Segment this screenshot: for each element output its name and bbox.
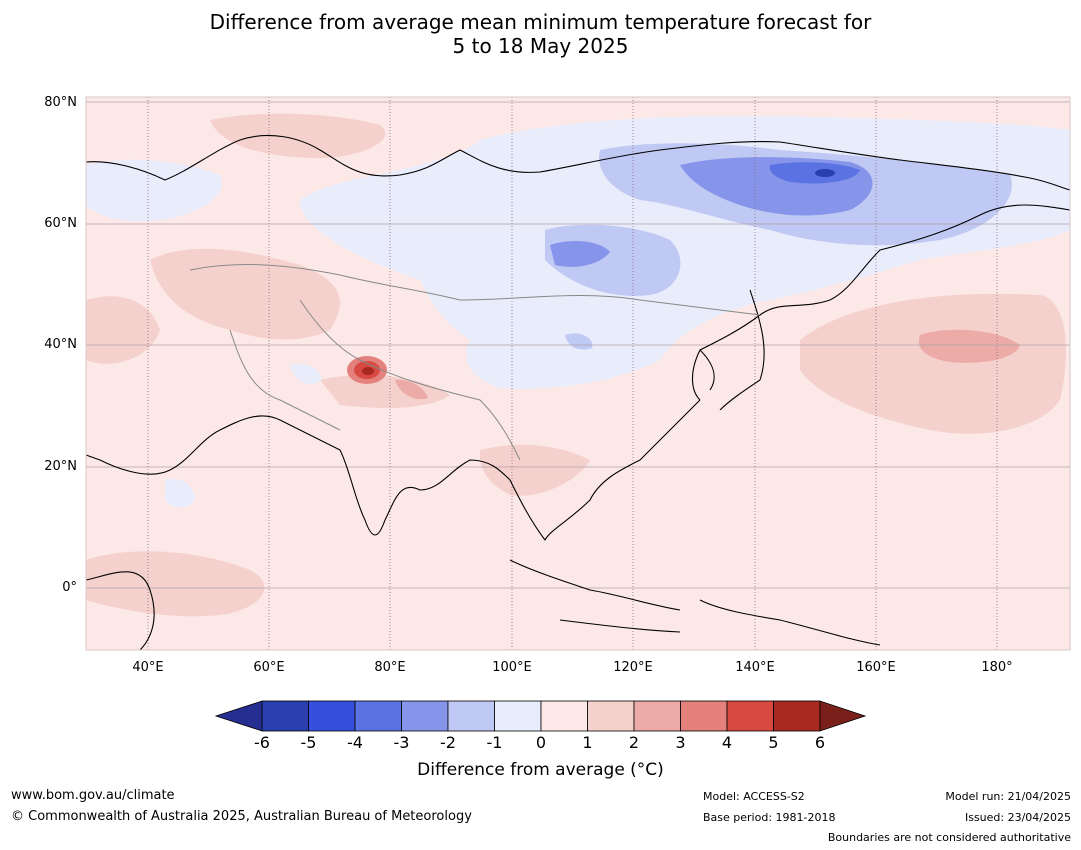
footer-disclaimer: Boundaries are not considered authoritat… [827,831,1071,844]
lon-label-160e: 160°E [856,660,896,675]
colorbar-tick-label: 3 [675,733,686,752]
anomaly-1-2-regions [86,113,1066,617]
footer-model-run: Model run: 21/04/2025 [945,790,1071,803]
maritime-continent-coast [509,559,881,646]
colorbar-tick-label: 6 [814,733,826,752]
anomaly-patch-west-tibet [290,363,322,384]
anomaly-patch-africa [86,551,265,617]
lat-label-0: 0° [62,580,77,595]
colorbar-tick-label: 5 [768,733,779,752]
colorbar-segment [633,700,681,732]
colorbar-tick-label: -2 [440,733,456,752]
anomaly-patch-pacific-core [918,329,1020,363]
lat-label-20n: 20°N [44,459,77,474]
footer-copyright: © Commonwealth of Australia 2025, Austra… [11,809,472,824]
hotspot-core [362,367,374,375]
colorbar-segment [540,700,588,732]
japan-korea-coast [699,289,765,411]
footer-model: Model: ACCESS-S2 [703,790,805,803]
colorbar-tick-label: 1 [582,733,593,752]
south-asia-coast [85,399,701,541]
anomaly-patch-pacific [800,293,1066,434]
colorbar-tick-label: -6 [254,733,270,752]
colorbar-tick-label: -4 [347,733,363,752]
lon-label-140e: 140°E [735,660,775,675]
anomaly-patch-coldest [815,169,835,177]
colorbar-segment [680,700,728,732]
colorbar-tick-label: -5 [300,733,317,752]
map-frame [85,96,1071,651]
east-africa-coast [85,571,155,651]
anomaly-hotspot [347,356,387,384]
anomaly-patch-mongolia [565,333,593,350]
anomaly-patch-central-asia [150,248,340,340]
colorbar-tick-label: 2 [628,733,640,752]
colorbar-extend-low [214,700,263,732]
anomaly-minus5-minus4-regions [815,169,835,177]
country-borders [189,264,761,461]
colorbar-title: Difference from average (°C) [417,760,664,780]
colorbar-segment [261,700,309,732]
title-line-2: 5 to 18 May 2025 [452,34,629,58]
colorbar-segment [726,700,774,732]
footer-website[interactable]: www.bom.gov.au/climate [11,788,175,803]
lon-label-40e: 40°E [132,660,164,675]
border-iran [229,329,341,431]
lat-label-60n: 60°N [44,216,77,231]
footer-base-period: Base period: 1981-2018 [703,811,836,824]
lat-label-40n: 40°N [44,337,77,352]
colorbar-segment [447,700,495,732]
arctic-coast [85,134,1071,191]
border-central-asia [299,299,521,461]
anomaly-2-3-regions [395,329,1020,400]
anomaly-patch-scandinavia [86,159,222,222]
colorbar-tick-label: -3 [393,733,410,752]
lon-label-80e: 80°E [374,660,406,675]
lat-label-80n: 80°N [44,95,77,110]
colorbar-segment [494,700,542,732]
anomaly-patch-europe [86,296,160,364]
colorbar-extend-high [819,700,867,732]
anomaly-patch-indochina [479,444,590,496]
anomaly-patch-yakutia-core [769,162,860,184]
colorbar-segment [401,700,449,732]
lon-label-60e: 60°E [253,660,285,675]
colorbar-segment [308,700,356,732]
colorbar-tick-label: 0 [535,733,547,752]
anomaly-patch-arabia [165,478,195,508]
anomaly-patch-western-russia [210,113,386,159]
colorbar-tick-label: -1 [486,733,503,752]
colorbar-segment [587,700,635,732]
anomaly-patch-tibet-core [395,379,428,400]
footer-issued: Issued: 23/04/2025 [964,811,1071,824]
latitude-gridlines [86,101,1070,589]
lon-label-100e: 100°E [492,660,532,675]
colorbar-segment [773,700,821,732]
coastlines [85,134,1071,651]
anomaly-patch-baikal-core [550,240,610,267]
lon-label-120e: 120°E [613,660,653,675]
colorbar-tick-label: 4 [721,733,733,752]
anomaly-minus4-minus3-regions [769,162,860,184]
colorbar-segment [354,700,402,732]
lon-label-180: 180° [981,660,1013,675]
pacific-coast-north [691,204,1071,401]
title-line-1: Difference from average mean minimum tem… [209,10,872,34]
border-russia-south [189,264,761,316]
